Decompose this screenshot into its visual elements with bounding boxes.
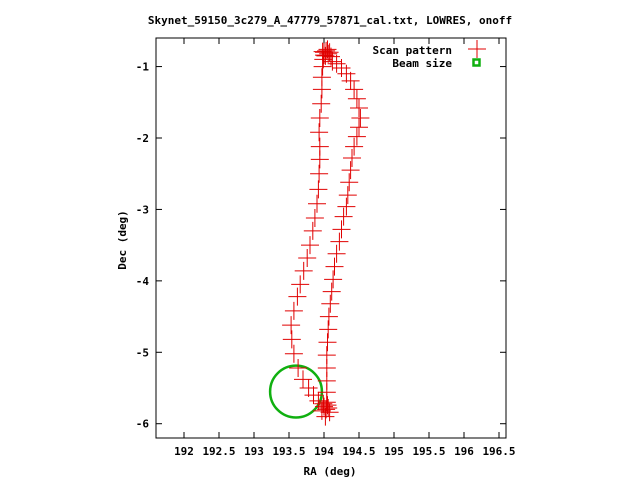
scan-point [322,282,341,301]
scan-point [345,80,364,99]
scan-point [294,370,312,389]
legend-beam-size-swatch [472,58,481,67]
x-tick-label: 196 [454,445,474,458]
y-tick-label: -4 [136,275,150,288]
scan-point [324,270,343,289]
scan-point [312,94,331,113]
scan-point [312,68,331,87]
beam-layer [268,364,324,419]
scan-point [310,109,329,127]
legend-scan-pattern-swatch [468,40,486,58]
scan-point [351,109,370,127]
scan-point [282,316,301,335]
x-tick-label: 193 [244,445,264,458]
scan-point [323,52,342,71]
scan-point [316,407,335,426]
scan-point [313,57,332,76]
scan-point [319,307,338,326]
scan-point [321,294,340,313]
scan-point [337,197,356,216]
scan-point [325,257,344,276]
scan-point [341,161,360,180]
scan-point [350,118,368,137]
scan-point [332,220,351,239]
scan-point [314,50,333,69]
legend: Scan pattern Beam size [373,40,486,70]
scan-point [294,261,313,280]
scan-point [304,386,323,405]
scan-point [282,330,301,349]
scan-point [310,164,329,183]
y-tick-label: -5 [136,346,149,359]
plot-area: 192 192.5 193 193.5 194 194.5 195 195.5 196 196.5… [136,37,516,458]
x-axis-label: RA (deg) [304,465,357,478]
scan-point [338,186,357,205]
scan-point [334,207,353,226]
scan-point [309,391,328,410]
scan-point [318,396,337,415]
scan-point [289,359,308,377]
plot-frame [155,37,507,439]
scan-point [340,173,359,192]
chart-title: Skynet_59150_3c279_A_47779_57871_cal.txt… [148,14,512,27]
scan-point [310,123,329,142]
scan-point [330,232,349,251]
y-tick-label: -1 [136,61,150,74]
y-axis-label: Dec (deg) [116,210,129,270]
x-tick-label: 196.5 [482,445,515,458]
x-tick-label: 192 [174,445,194,458]
scan-point [303,221,322,240]
scan-point [337,64,356,83]
scan-point [319,44,338,63]
scan-marks-layer [282,40,370,426]
scan-point [313,42,332,61]
scan-point [318,333,337,352]
scan-point [284,344,303,363]
scan-point [347,127,366,146]
scan-point [305,209,324,227]
scan-point [343,149,361,167]
scan-point [319,320,338,339]
scan-point [327,244,346,263]
scan-point [327,54,346,73]
scan-point [309,180,328,199]
y-tick-label: -2 [136,132,149,145]
scan-point [288,287,307,306]
scan-point [310,137,329,156]
scan-point [350,99,368,117]
scan-point [347,89,366,108]
scan-point [308,194,326,213]
scan-point [301,236,319,255]
scan-point [315,397,333,416]
scan-point [341,71,360,90]
y-tick-label: -6 [136,418,150,431]
legend-beam-size-label: Beam size [392,57,452,70]
x-tick-label: 195.5 [412,445,445,458]
scan-point [345,137,364,156]
scan-point [284,301,303,320]
x-tick-label: 194.5 [342,445,375,458]
x-tick-label: 194 [314,445,334,458]
x-tick-label: 193.5 [272,445,305,458]
y-tick-label: -3 [136,203,149,216]
legend-scan-pattern-label: Scan pattern [373,44,452,57]
beam-circle [268,364,324,419]
scan-point [314,394,333,413]
x-tick-label: 195 [384,445,404,458]
x-tick-label: 192.5 [202,445,235,458]
scan-point [299,379,318,397]
scan-point [291,275,310,294]
scan-point [298,249,317,267]
scan-point [322,47,340,66]
